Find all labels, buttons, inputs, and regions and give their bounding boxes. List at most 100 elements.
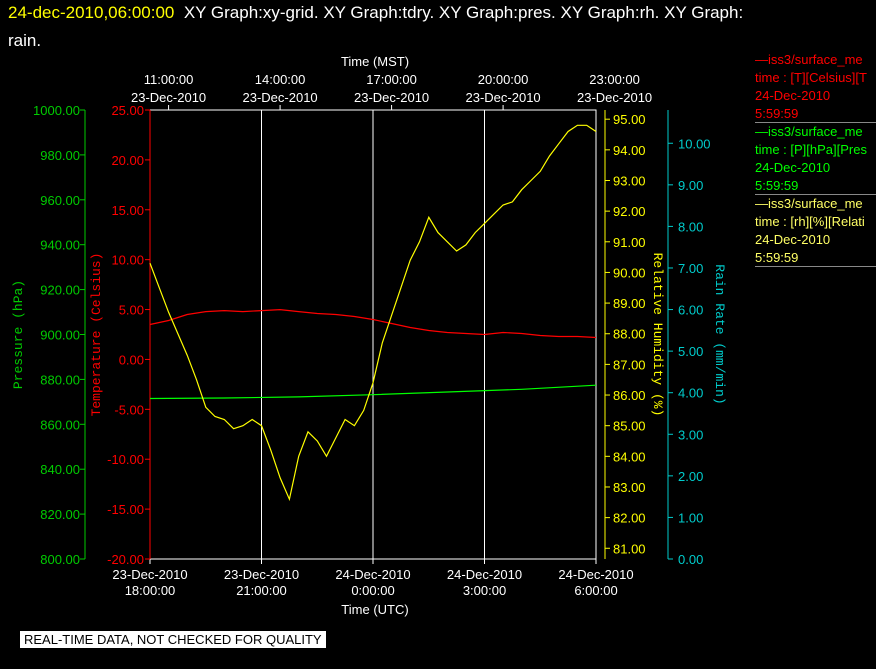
x-tick-label: 23-Dec-2010 [112, 567, 187, 582]
timestamp: 24-dec-2010,06:00:00 [8, 3, 175, 22]
x-tick-label-top: 11:00:00 [144, 72, 194, 87]
legend-date: 24-Dec-2010 [755, 88, 831, 103]
legend-divider [755, 194, 876, 195]
x-axis-title-top: Time (MST) [341, 54, 409, 69]
rh-tick-label: 91.00 [613, 235, 646, 250]
rain-tick-label: 7.00 [678, 261, 703, 276]
rain-tick-label: 2.00 [678, 469, 703, 484]
pres-tick-label: 920.00 [40, 283, 80, 298]
x-tick-label: 24-Dec-2010 [335, 567, 410, 582]
tdry-tick-label: 5.00 [119, 303, 144, 318]
rain-tick-label: 0.00 [678, 552, 703, 567]
rh-tick-label: 89.00 [613, 296, 646, 311]
rh-tick-label: 92.00 [613, 204, 646, 219]
x-tick-label: 23-Dec-2010 [224, 567, 299, 582]
x-tick-label-top: 23:00:00 [589, 72, 640, 87]
legend-variable: time : [rh][%][Relati [755, 214, 865, 229]
rh-tick-label: 82.00 [613, 511, 646, 526]
pres-tick-label: 840.00 [40, 462, 80, 477]
pres-tick-label: 960.00 [40, 193, 80, 208]
axes [80, 105, 673, 564]
rain-tick-label: 4.00 [678, 386, 703, 401]
x-tick-label: 18:00:00 [125, 583, 176, 598]
rh-tick-label: 83.00 [613, 480, 646, 495]
grid-lines [261, 110, 485, 559]
rh-tick-label: 81.00 [613, 541, 646, 556]
series-line-rh [149, 124, 597, 502]
tdry-tick-label: 20.00 [111, 153, 144, 168]
legend-time: 5:59:59 [755, 178, 799, 193]
legend-divider [755, 266, 876, 267]
tdry-tick-label: -10.00 [107, 452, 144, 467]
rh-tick-label: 90.00 [613, 265, 646, 280]
rain-tick-label: 10.00 [678, 136, 711, 151]
x-axis-title-bottom: Time (UTC) [341, 602, 408, 617]
legend-source: —iss3/surface_me [755, 52, 863, 67]
x-tick-label: 24-Dec-2010 [558, 567, 633, 582]
pres-tick-label: 980.00 [40, 148, 80, 163]
rh-tick-label: 84.00 [613, 449, 646, 464]
legend-source: —iss3/surface_me [755, 124, 863, 139]
rain-tick-label: 5.00 [678, 344, 703, 359]
rh-tick-label: 88.00 [613, 327, 646, 342]
series-line-pres [149, 384, 597, 400]
rh-tick-label: 95.00 [613, 112, 646, 127]
legend-time: 5:59:59 [755, 250, 799, 265]
pres-tick-label: 1000.00 [33, 103, 80, 118]
pres-tick-label: 900.00 [40, 328, 80, 343]
graph-title-line-2: rain. [8, 31, 41, 51]
legend-variable: time : [T][Celsius][T [755, 70, 867, 85]
tdry-tick-label: -20.00 [107, 552, 144, 567]
rain-tick-label: 1.00 [678, 510, 703, 525]
tdry-tick-label: 25.00 [111, 103, 144, 118]
legend-variable: time : [P][hPa][Pres [755, 142, 867, 157]
tdry-tick-label: 0.00 [119, 352, 144, 367]
x-tick-label-top: 14:00:00 [255, 72, 306, 87]
rh-tick-label: 94.00 [613, 143, 646, 158]
graph-list: XY Graph:xy-grid. XY Graph:tdry. XY Grap… [183, 3, 744, 22]
pres-tick-label: 880.00 [40, 372, 80, 387]
tdry-tick-label: 15.00 [111, 203, 144, 218]
rain-tick-label: 6.00 [678, 303, 703, 318]
legend-entry-temperature[interactable]: —iss3/surface_me time : [T][Celsius][T 2… [755, 51, 876, 123]
legend-entry-humidity[interactable]: —iss3/surface_me time : [rh][%][Relati 2… [755, 195, 876, 267]
x-tick-label-top: 17:00:00 [366, 72, 417, 87]
rh-axis-title: Relative Humidity (%) [650, 253, 665, 417]
tdry-tick-label: -15.00 [107, 502, 144, 517]
x-tick-label-top: 23-Dec-2010 [131, 90, 206, 105]
rh-tick-label: 87.00 [613, 357, 646, 372]
tdry-tick-label: -5.00 [114, 402, 144, 417]
rh-tick-label: 85.00 [613, 419, 646, 434]
x-tick-label: 21:00:00 [236, 583, 287, 598]
x-tick-label-top: 20:00:00 [478, 72, 529, 87]
x-tick-label: 3:00:00 [463, 583, 506, 598]
rh-tick-label: 93.00 [613, 173, 646, 188]
legend-date: 24-Dec-2010 [755, 160, 831, 175]
quality-note: REAL-TIME DATA, NOT CHECKED FOR QUALITY [20, 631, 326, 648]
legend-time: 5:59:59 [755, 106, 799, 121]
series-line-tdry [149, 308, 597, 339]
graph-title-line-1: 24-dec-2010,06:00:00 XY Graph:xy-grid. X… [8, 3, 743, 23]
tdry-tick-label: 10.00 [111, 253, 144, 268]
rain-axis-title: Rain Rate (mm/min) [712, 264, 727, 404]
pres-axis-title: Pressure (hPa) [11, 280, 26, 389]
x-tick-label-top: 23-Dec-2010 [243, 90, 318, 105]
rain-tick-label: 3.00 [678, 427, 703, 442]
x-tick-label: 24-Dec-2010 [447, 567, 522, 582]
tdry-axis-title: Temperature (Celsius) [89, 253, 104, 417]
rh-tick-label: 86.00 [613, 388, 646, 403]
legend-divider [755, 122, 876, 123]
rain-tick-label: 9.00 [678, 178, 703, 193]
pres-tick-label: 800.00 [40, 552, 80, 567]
pres-tick-label: 860.00 [40, 417, 80, 432]
x-tick-label: 6:00:00 [574, 583, 617, 598]
legend-entry-pressure[interactable]: —iss3/surface_me time : [P][hPa][Pres 24… [755, 123, 876, 195]
x-tick-label-top: 23-Dec-2010 [577, 90, 652, 105]
rain-tick-label: 8.00 [678, 219, 703, 234]
x-tick-label-top: 23-Dec-2010 [466, 90, 541, 105]
pres-tick-label: 940.00 [40, 238, 80, 253]
legend-source: —iss3/surface_me [755, 196, 863, 211]
x-tick-label-top: 23-Dec-2010 [354, 90, 429, 105]
x-tick-label: 0:00:00 [351, 583, 394, 598]
